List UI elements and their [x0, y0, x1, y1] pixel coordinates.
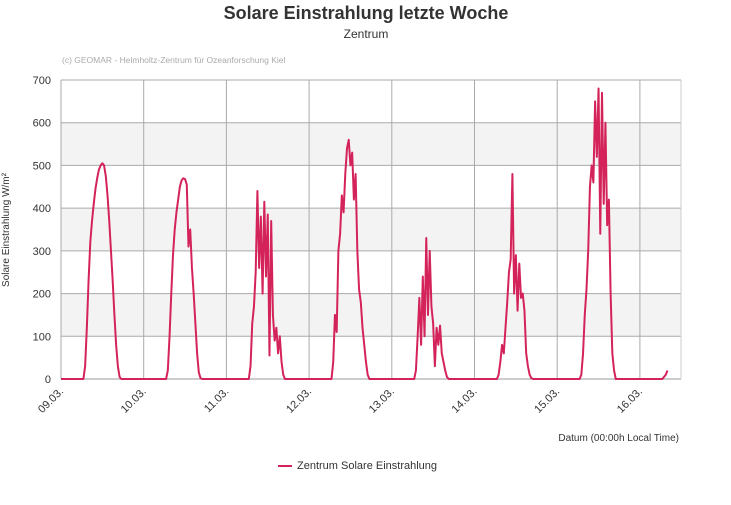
x-tick-label: 14.03.	[450, 386, 480, 416]
y-tick-label: 600	[33, 118, 51, 130]
y-tick-label: 300	[33, 246, 51, 258]
x-tick-label: 10.03.	[119, 386, 149, 416]
x-tick-label: 09.03.	[36, 386, 66, 416]
x-axis-title: Datum (00:00h Local Time)	[558, 433, 679, 444]
x-tick-label: 16.03.	[615, 386, 645, 416]
legend-item[interactable]: Zentrum Solare Einstrahlung	[278, 460, 437, 472]
grid-band	[61, 293, 681, 337]
y-tick-label: 500	[33, 160, 51, 172]
chart-credit: (c) GEOMAR - Helmholtz-Zentrum für Ozean…	[62, 55, 286, 65]
y-axis-title: Solare Einstrahlung W/m²	[1, 172, 12, 287]
y-tick-label: 200	[33, 289, 51, 301]
chart-subtitle: Zentrum	[344, 27, 389, 41]
y-tick-label: 0	[45, 374, 51, 386]
y-tick-label: 100	[33, 331, 51, 343]
x-tick-label: 11.03.	[202, 386, 232, 416]
chart-title: Solare Einstrahlung letzte Woche	[224, 3, 509, 23]
series-line	[61, 87, 669, 380]
x-tick-label: 13.03.	[367, 386, 397, 416]
x-tick-label: 12.03.	[284, 386, 314, 416]
y-tick-label: 700	[33, 75, 51, 87]
y-tick-label: 400	[33, 203, 51, 215]
x-tick-label: 15.03.	[532, 386, 562, 416]
grid-band	[61, 122, 681, 166]
legend-label: Zentrum Solare Einstrahlung	[297, 460, 437, 472]
grid-band	[61, 208, 681, 251]
